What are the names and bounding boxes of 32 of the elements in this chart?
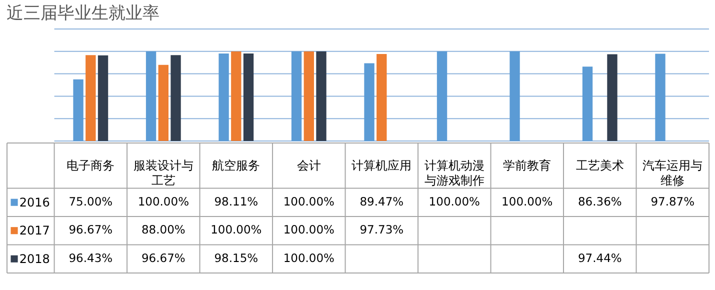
x-tick-label: 计算机动漫与游戏制作 [424,158,484,188]
data-label: 100.00% [428,194,480,208]
data-label: 75.00% [68,194,113,208]
x-tick-label: 电子商务 [66,158,115,173]
data-label: 96.67% [68,222,113,237]
data-label: 100.00% [283,194,335,208]
x-tick-label: 汽车运用与维修 [642,158,703,188]
data-label: 100.00% [210,222,262,237]
data-label: 86.36% [578,194,622,208]
data-label: 100.00% [283,222,335,237]
x-tick-label: 工艺美术 [576,158,624,173]
data-label: 98.15% [214,250,258,265]
x-tick-label: 航空服务 [212,158,260,173]
x-tick-label: 会计 [296,158,321,173]
data-label: 100.00% [283,250,335,265]
legend-label: 2017 [19,224,50,238]
data-label: 100.00% [502,194,553,208]
data-label: 88.00% [141,222,186,237]
x-tick-label: 服装设计与工艺 [133,158,194,188]
data-label: 89.47% [360,194,404,208]
x-tick-label: 学前教育 [503,158,552,173]
data-label: 97.73% [360,222,404,237]
x-tick-label: 计算机应用 [352,158,412,173]
chart-title: 近三届毕业生就业率 [6,4,160,24]
data-label: 96.43% [68,250,113,265]
legend-label: 2018 [19,252,50,266]
data-label: 97.44% [578,250,622,265]
data-label: 100.00% [138,194,190,208]
data-label: 96.67% [141,250,186,265]
legend-label: 2016 [19,195,50,210]
data-label: 97.87% [650,194,695,208]
data-label: 98.11% [214,194,258,208]
